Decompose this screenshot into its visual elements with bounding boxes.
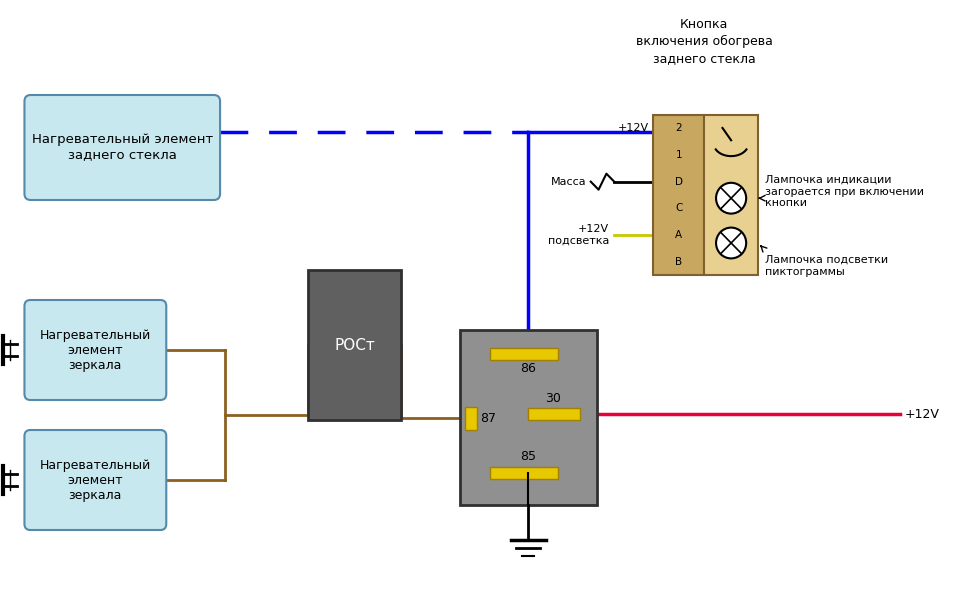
Text: Лампочка подсветки
пиктограммы: Лампочка подсветки пиктограммы (765, 255, 888, 277)
FancyBboxPatch shape (24, 95, 220, 200)
Circle shape (716, 228, 746, 258)
Bar (705, 115, 758, 275)
Text: Масса: Масса (551, 176, 587, 186)
Text: B: B (675, 257, 683, 267)
FancyBboxPatch shape (24, 300, 166, 400)
Text: A: A (675, 230, 683, 240)
Text: D: D (675, 176, 683, 186)
Circle shape (716, 183, 746, 214)
Text: Нагревательный
элемент
зеркала: Нагревательный элемент зеркала (39, 329, 151, 372)
FancyBboxPatch shape (24, 430, 166, 530)
Text: Нагревательный элемент
заднего стекла: Нагревательный элемент заднего стекла (32, 133, 213, 162)
Text: 86: 86 (520, 362, 536, 375)
Bar (466, 407, 477, 430)
Bar (308, 270, 401, 420)
Text: Нагревательный
элемент
зеркала: Нагревательный элемент зеркала (39, 458, 151, 502)
Text: C: C (675, 204, 683, 214)
Text: Лампочка индикации
загорается при включении
кнопки: Лампочка индикации загорается при включе… (765, 175, 924, 208)
Text: +12V: +12V (617, 123, 648, 133)
Text: 1: 1 (676, 150, 683, 160)
Bar (490, 467, 559, 478)
Text: +12V
подсветка: +12V подсветка (548, 224, 610, 246)
Text: РОСт: РОСт (334, 337, 375, 352)
Text: 2: 2 (676, 123, 683, 133)
Bar (490, 348, 559, 360)
Text: +12V: +12V (904, 408, 940, 421)
Bar (528, 408, 580, 420)
Bar (654, 115, 705, 275)
Text: включения обогрева: включения обогрева (636, 35, 773, 48)
Bar (460, 330, 596, 505)
Text: Кнопка: Кнопка (680, 18, 729, 31)
Text: 87: 87 (480, 412, 496, 425)
Text: 85: 85 (520, 450, 536, 463)
Text: 30: 30 (545, 392, 561, 405)
Text: заднего стекла: заднего стекла (653, 52, 756, 65)
